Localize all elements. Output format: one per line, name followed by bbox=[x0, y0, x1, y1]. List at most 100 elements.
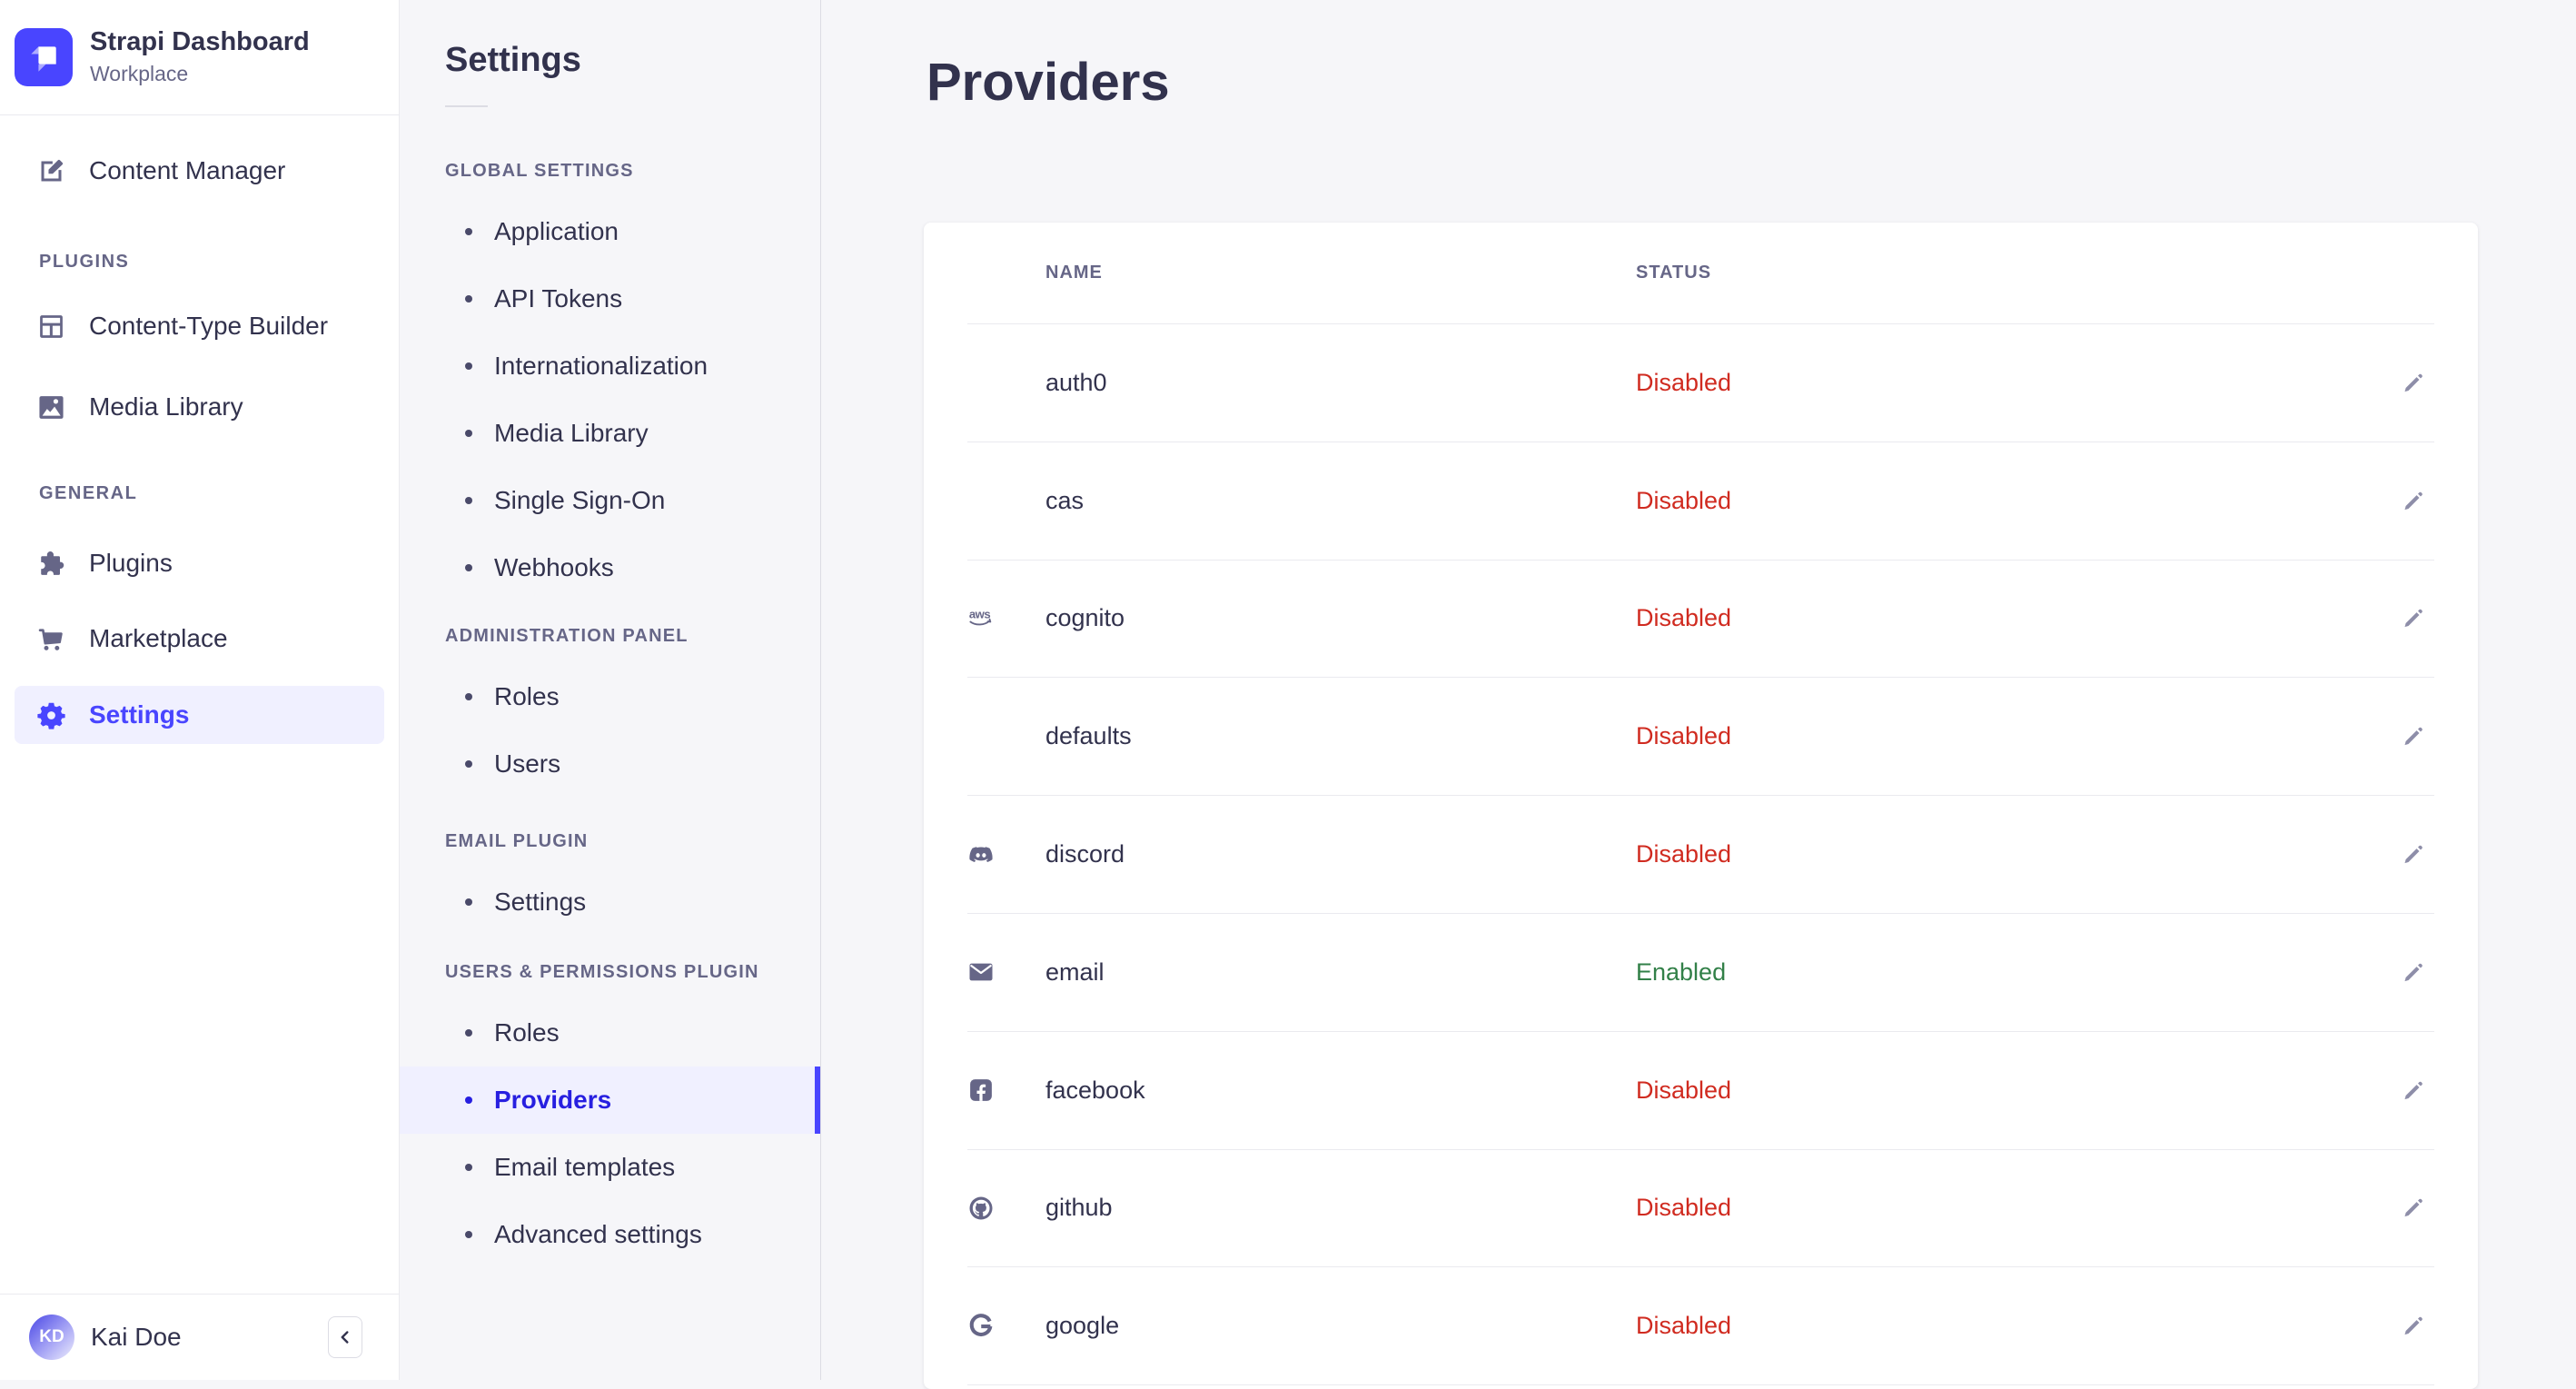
pencil-icon bbox=[2401, 724, 2425, 749]
sidebar-item-label: Plugins bbox=[89, 549, 173, 577]
user-menu[interactable]: KD Kai Doe bbox=[29, 1315, 182, 1360]
subnav-item-label: Single Sign-On bbox=[494, 486, 666, 514]
subnav-section: GLOBAL SETTINGS Application API Tokens I… bbox=[400, 162, 820, 601]
edit-provider-button[interactable] bbox=[2391, 597, 2434, 640]
sidebar-item-label: Media Library bbox=[89, 392, 243, 421]
sidebar-section-label-plugins: PLUGINS bbox=[39, 252, 130, 272]
provider-row-facebook: facebook Disabled bbox=[967, 1032, 2434, 1150]
pencil-icon bbox=[2401, 606, 2425, 630]
provider-status: Disabled bbox=[1636, 722, 1732, 750]
pencil-icon bbox=[2401, 489, 2425, 513]
sidebar-item-content-manager[interactable]: Content Manager bbox=[15, 142, 384, 200]
bullet-icon bbox=[465, 693, 472, 700]
subnav-section-label-global-settings: GLOBAL SETTINGS bbox=[445, 161, 634, 181]
edit-provider-button[interactable] bbox=[2391, 479, 2434, 522]
main-content: Providers NAME STATUS auth0 Disabled cas… bbox=[821, 0, 2576, 1389]
provider-status: Disabled bbox=[1636, 840, 1732, 868]
edit-provider-button[interactable] bbox=[2391, 1305, 2434, 1348]
providers-table-card: NAME STATUS auth0 Disabled cas Disabled bbox=[924, 223, 2478, 1389]
subnav-section-items: Settings bbox=[400, 868, 820, 936]
subnav-item-application[interactable]: Application bbox=[400, 198, 820, 265]
pencil-icon bbox=[2401, 1078, 2425, 1103]
subnav-item-label: Roles bbox=[494, 1018, 560, 1047]
provider-status: Disabled bbox=[1636, 1312, 1732, 1340]
bullet-icon bbox=[465, 295, 472, 303]
provider-name: defaults bbox=[1045, 722, 1132, 750]
sidebar-item-marketplace[interactable]: Marketplace bbox=[15, 610, 384, 668]
subnav-item-advanced-settings[interactable]: Advanced settings bbox=[400, 1201, 820, 1268]
subnav-section-label-email-plugin: EMAIL PLUGIN bbox=[445, 831, 589, 851]
edit-provider-button[interactable] bbox=[2391, 1186, 2434, 1230]
edit-provider-button[interactable] bbox=[2391, 833, 2434, 877]
subnav-item-single-sign-on[interactable]: Single Sign-On bbox=[400, 467, 820, 534]
provider-status: Disabled bbox=[1636, 368, 1732, 396]
pencil-icon bbox=[2401, 1314, 2425, 1338]
sidebar-group: GENERAL Plugins Marketplace Settings bbox=[0, 482, 399, 744]
provider-name: github bbox=[1045, 1194, 1113, 1222]
app-title: Strapi Dashboard bbox=[90, 27, 310, 57]
provider-name: email bbox=[1045, 957, 1105, 986]
subnav-item-users[interactable]: Users bbox=[400, 730, 820, 798]
subnav-item-webhooks[interactable]: Webhooks bbox=[400, 534, 820, 601]
column-header-name: NAME bbox=[1045, 263, 1103, 283]
provider-status: Disabled bbox=[1636, 1194, 1732, 1222]
marketplace-icon bbox=[36, 624, 66, 654]
edit-provider-button[interactable] bbox=[2391, 715, 2434, 759]
subnav-section-label-users-permissions-plugin: USERS & PERMISSIONS PLUGIN bbox=[445, 962, 759, 982]
strapi-logo-icon bbox=[15, 28, 73, 86]
subnav-section-items: Roles Users bbox=[400, 663, 820, 798]
subnav-item-label: API Tokens bbox=[494, 284, 623, 313]
sidebar-group-items: Plugins Marketplace Settings bbox=[0, 534, 399, 744]
bullet-icon bbox=[465, 1231, 472, 1238]
subnav-item-media-library[interactable]: Media Library bbox=[400, 400, 820, 467]
edit-provider-button[interactable] bbox=[2391, 950, 2434, 994]
sidebar-nav: Content Manager PLUGINS Content-Type Bui… bbox=[0, 142, 399, 744]
subnav-item-api-tokens[interactable]: API Tokens bbox=[400, 265, 820, 332]
subnav-section: ADMINISTRATION PANEL Roles Users bbox=[400, 627, 820, 798]
provider-row-cognito: aws cognito Disabled bbox=[967, 561, 2434, 679]
sidebar-item-plugins[interactable]: Plugins bbox=[15, 534, 384, 592]
plugins-icon bbox=[36, 549, 66, 579]
avatar: KD bbox=[29, 1315, 74, 1360]
sidebar-item-media-library[interactable]: Media Library bbox=[15, 378, 384, 436]
content-manager-icon bbox=[36, 156, 66, 186]
subnav-title: Settings bbox=[445, 41, 581, 79]
google-icon bbox=[967, 1313, 995, 1340]
subnav-item-settings[interactable]: Settings bbox=[400, 868, 820, 936]
bullet-icon bbox=[465, 1096, 472, 1104]
provider-row-defaults: defaults Disabled bbox=[967, 678, 2434, 797]
provider-row-github: github Disabled bbox=[967, 1150, 2434, 1268]
workspace-switcher[interactable]: Strapi Dashboard Workplace bbox=[0, 0, 399, 115]
svg-text:aws: aws bbox=[969, 607, 990, 620]
subnav-item-roles[interactable]: Roles bbox=[400, 663, 820, 730]
sidebar-item-settings[interactable]: Settings bbox=[15, 686, 384, 744]
content-type-builder-icon bbox=[36, 312, 66, 342]
subnav-item-roles[interactable]: Roles bbox=[400, 999, 820, 1067]
subnav-item-label: Email templates bbox=[494, 1153, 676, 1181]
pencil-icon bbox=[2401, 960, 2425, 985]
user-name: Kai Doe bbox=[91, 1323, 182, 1351]
sidebar-item-label: Content Manager bbox=[89, 156, 286, 184]
collapse-sidebar-button[interactable] bbox=[328, 1316, 362, 1358]
edit-provider-button[interactable] bbox=[2391, 1068, 2434, 1112]
bullet-icon bbox=[465, 362, 472, 370]
sidebar-group: Content Manager bbox=[0, 142, 399, 200]
sidebar-group-items: Content Manager bbox=[0, 142, 399, 200]
edit-provider-button[interactable] bbox=[2391, 361, 2434, 404]
no-icon bbox=[967, 369, 995, 396]
subnav-item-email-templates[interactable]: Email templates bbox=[400, 1134, 820, 1201]
bullet-icon bbox=[465, 564, 472, 571]
sidebar-item-content-type-builder[interactable]: Content-Type Builder bbox=[15, 297, 384, 355]
subnav-section-label-administration-panel: ADMINISTRATION PANEL bbox=[445, 626, 689, 646]
subnav-section: USERS & PERMISSIONS PLUGIN Roles Provide… bbox=[400, 963, 820, 1268]
provider-row-auth0: auth0 Disabled bbox=[967, 324, 2434, 442]
subnav-item-label: Internationalization bbox=[494, 352, 708, 380]
subnav-item-providers[interactable]: Providers bbox=[400, 1067, 820, 1134]
workspace-name: Workplace bbox=[90, 61, 189, 85]
provider-name: google bbox=[1045, 1312, 1120, 1340]
sidebar-item-label: Marketplace bbox=[89, 624, 228, 652]
provider-status: Disabled bbox=[1636, 1076, 1732, 1104]
subnav-item-internationalization[interactable]: Internationalization bbox=[400, 332, 820, 400]
bullet-icon bbox=[465, 430, 472, 437]
sidebar-item-label: Settings bbox=[89, 700, 190, 729]
